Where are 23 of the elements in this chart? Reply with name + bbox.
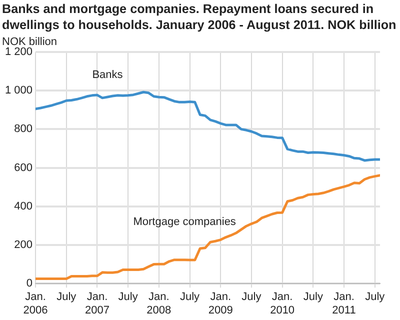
x-tick-label: Jan. 2010: [270, 291, 295, 316]
x-tick-label: July: [365, 291, 386, 304]
y-tick-label: 0: [26, 278, 33, 290]
y-tick-label: 400: [14, 200, 33, 212]
x-tick-label: Jan. 2011: [332, 291, 356, 316]
x-tick-label: July: [118, 291, 138, 304]
x-tick-label: Jan. 2008: [146, 291, 172, 316]
y-tick-label: 1 200: [4, 46, 33, 58]
x-tick-label: July: [180, 291, 200, 304]
x-tick-label: Jan. 2006: [23, 291, 48, 316]
y-tick-label: 800: [14, 123, 33, 136]
series-label: Banks: [92, 69, 124, 81]
x-tick-label: July: [56, 291, 77, 304]
y-tick-label: 1 000: [4, 84, 33, 97]
x-tick-label: Jan. 2007: [84, 291, 110, 316]
y-tick-label: 200: [14, 239, 33, 252]
x-tick-label: Jan. 2009: [208, 291, 233, 316]
series-label: Mortgage companies: [133, 216, 236, 228]
y-axis-title: NOK billion: [2, 36, 58, 48]
x-tick-label: July: [303, 291, 324, 304]
y-tick-label: 600: [14, 162, 33, 174]
x-tick-label: July: [242, 291, 262, 304]
chart-title: Banks and mortgage companies. Repayment loans secured in dwellings to households. January 2006 - August 2011. NOK billion: [2, 1, 398, 33]
